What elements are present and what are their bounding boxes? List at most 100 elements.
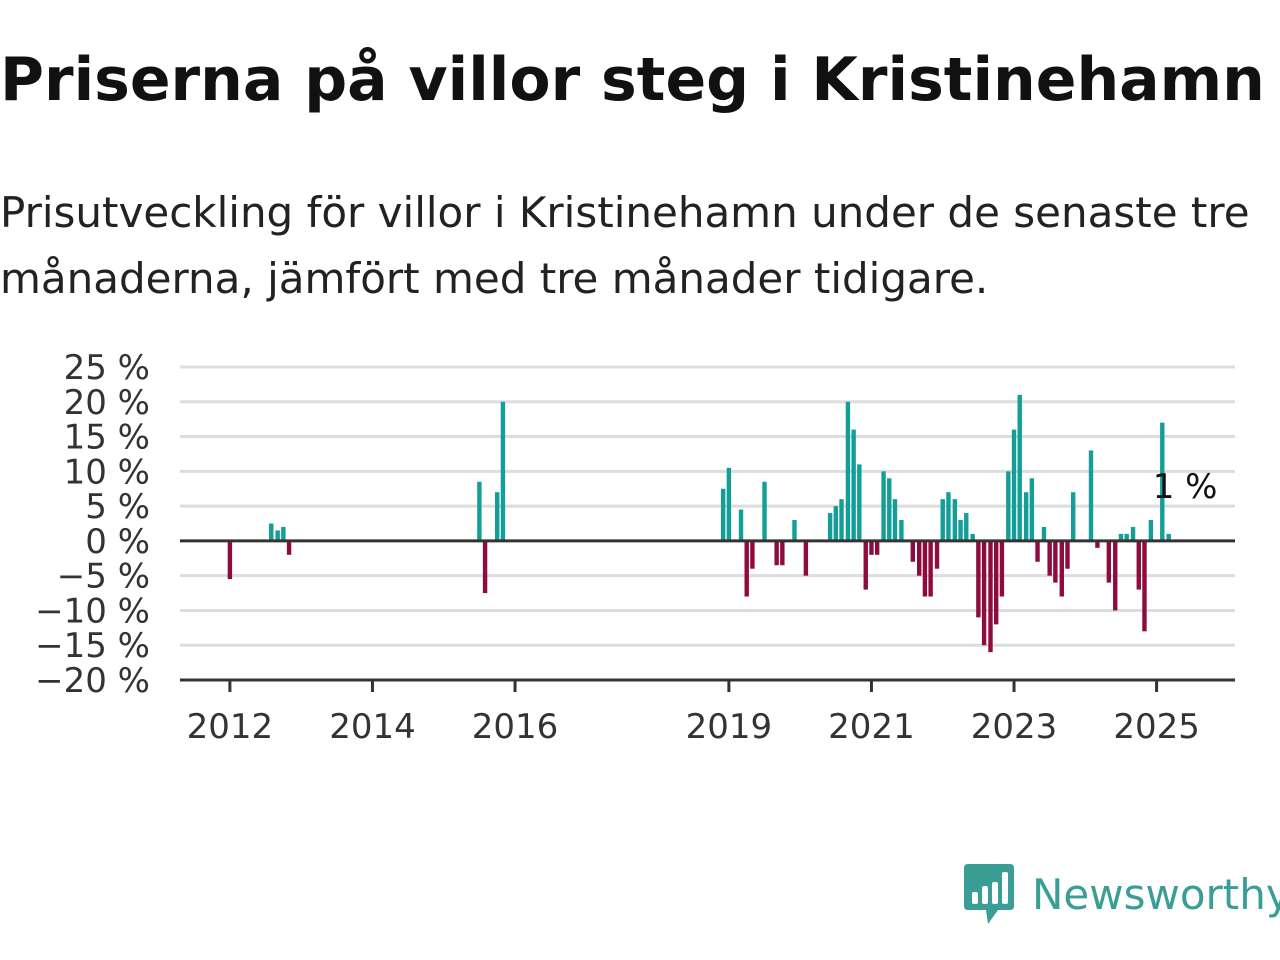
bar <box>952 499 958 541</box>
y-tick-label: 5 % <box>85 487 150 527</box>
bar <box>1124 533 1129 541</box>
bar <box>999 540 1005 597</box>
bar <box>477 481 482 541</box>
bar <box>922 540 928 597</box>
bar <box>482 540 488 594</box>
chart-subtitle: Prisutveckling för villor i Kristinehamn… <box>0 188 1250 303</box>
bar <box>286 540 292 555</box>
x-tick-label: 2021 <box>828 707 915 747</box>
x-tick-label: 2014 <box>329 707 416 747</box>
bar <box>1047 540 1052 576</box>
bar <box>1106 540 1112 583</box>
bar <box>1160 422 1165 541</box>
bar <box>845 401 851 541</box>
y-axis-ticks: 25 %20 %15 %10 %5 %0 %−5 %−10 %−15 %−20 … <box>35 348 150 701</box>
bar <box>863 540 868 590</box>
last-value-label: 1 % <box>1153 467 1218 507</box>
x-tick-label: 2025 <box>1113 707 1200 747</box>
bar <box>1035 540 1040 562</box>
bar <box>874 540 880 555</box>
bar <box>803 540 809 576</box>
bar <box>881 471 886 541</box>
bar <box>839 499 844 541</box>
newsworthy-logo: Newsworthy <box>964 864 1280 926</box>
bar <box>833 506 839 541</box>
bar <box>1006 471 1011 541</box>
bars <box>227 394 1171 653</box>
bar <box>1148 520 1154 541</box>
bar <box>1053 540 1058 583</box>
bar <box>940 499 945 541</box>
x-tick-label: 2016 <box>472 707 559 747</box>
bar <box>1017 394 1022 541</box>
bar <box>738 509 744 541</box>
bar <box>750 540 755 569</box>
bar <box>720 488 726 541</box>
y-tick-label: −5 % <box>57 557 150 597</box>
newsworthy-logo-icon <box>964 864 1014 924</box>
bar <box>851 429 856 541</box>
y-tick-label: 20 % <box>64 383 150 423</box>
bar <box>780 540 785 566</box>
bar <box>500 401 506 541</box>
bar <box>275 530 280 541</box>
bar <box>892 499 898 541</box>
brand-name: Newsworthy <box>1032 870 1280 919</box>
bar <box>281 526 286 541</box>
bar <box>899 520 904 541</box>
bar <box>792 520 797 541</box>
x-axis-ticks: 2012 2014 2016 2019 2021 2023 2025 <box>187 680 1200 747</box>
grid-lines <box>180 365 1235 647</box>
bar <box>762 481 767 541</box>
chart-title: Priserna på villor steg i Kristinehamn <box>0 45 1265 115</box>
bar <box>1070 492 1076 541</box>
bar <box>869 540 874 555</box>
bar <box>910 540 915 562</box>
bar <box>1130 526 1136 541</box>
bar <box>227 540 233 580</box>
bar <box>857 464 862 541</box>
bar <box>994 540 999 625</box>
annotations: 1 % <box>1153 467 1218 507</box>
y-tick-label: 25 % <box>64 348 150 388</box>
y-tick-label: 10 % <box>64 452 150 492</box>
bar <box>970 533 975 541</box>
y-tick-label: 15 % <box>64 418 150 458</box>
bar <box>1118 533 1124 541</box>
bar <box>1113 540 1118 611</box>
y-tick-label: 0 % <box>85 522 150 562</box>
bar <box>917 540 922 576</box>
bar <box>1029 478 1035 541</box>
bar <box>827 513 833 541</box>
axes <box>180 539 1235 682</box>
bar <box>946 492 951 541</box>
y-tick-label: −10 % <box>35 591 150 631</box>
bar <box>928 540 933 597</box>
y-tick-label: −20 % <box>35 661 150 701</box>
bar <box>726 467 732 541</box>
bar <box>495 492 500 541</box>
bar <box>1142 540 1147 632</box>
x-tick-label: 2023 <box>971 707 1058 747</box>
bar <box>887 478 892 541</box>
bar <box>958 520 963 541</box>
bar <box>1136 540 1141 590</box>
bar <box>1023 492 1029 541</box>
bar-chart: 25 %20 %15 %10 %5 %0 %−5 %−10 %−15 %−20 … <box>35 348 1235 747</box>
bar <box>988 540 993 653</box>
bar <box>964 513 969 541</box>
bar <box>1095 540 1100 548</box>
bar <box>269 523 274 541</box>
bar <box>1059 540 1064 597</box>
bar <box>744 540 749 597</box>
bar <box>1088 450 1094 541</box>
bar <box>1065 540 1070 569</box>
bar <box>774 540 779 566</box>
x-tick-label: 2012 <box>187 707 274 747</box>
bar <box>1011 429 1017 541</box>
bar <box>981 540 987 646</box>
bar <box>1041 526 1047 541</box>
y-tick-label: −15 % <box>35 626 150 666</box>
bar <box>934 540 940 569</box>
bar <box>1166 533 1171 541</box>
